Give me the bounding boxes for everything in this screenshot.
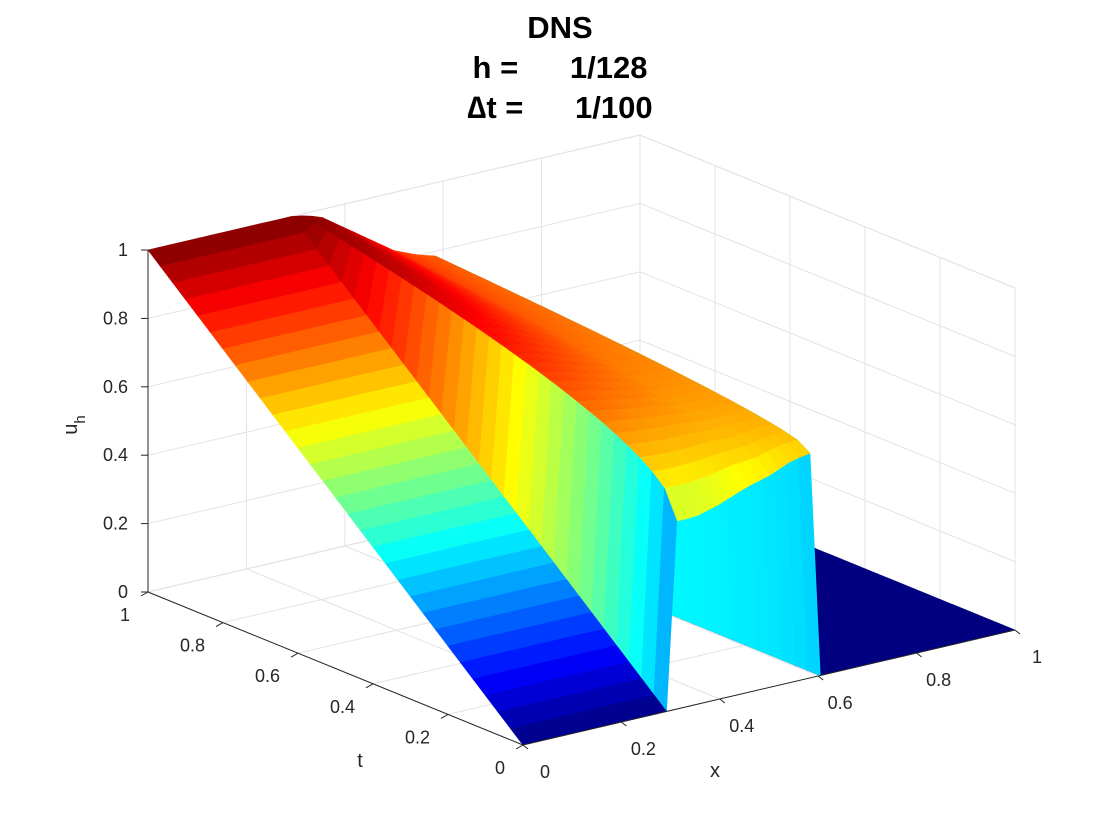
x-tick-mark	[522, 744, 529, 750]
z-tick-label: 0.4	[103, 445, 128, 465]
t-tick-label: 0.8	[180, 636, 205, 656]
x-tick-label: 0.4	[729, 716, 754, 736]
t-tick-label: 1	[120, 605, 130, 625]
x-tick-mark	[916, 652, 922, 658]
t-tick-label: 0.4	[330, 697, 355, 717]
title-line-2: h = 1/128	[472, 50, 648, 85]
t-axis-label: t	[357, 750, 363, 772]
x-tick-label: 0.6	[828, 693, 853, 713]
x-axis-line	[522, 629, 1016, 746]
z-tick-label: 0.6	[103, 377, 128, 397]
title-line-1: DNS	[527, 10, 593, 45]
t-tick-label: 0.6	[255, 666, 280, 686]
t-tick-label: 0	[495, 758, 505, 778]
x-tick-mark	[621, 721, 627, 727]
gridline-z	[147, 134, 1016, 289]
z-axis-label: uh	[60, 415, 89, 434]
t-tick-mark	[515, 744, 524, 750]
x-tick-label: 0	[540, 762, 550, 782]
z-tick-label: 1	[118, 240, 128, 260]
t-axis-line	[147, 591, 524, 746]
x-tick-label: 1	[1032, 647, 1042, 667]
x-tick-label: 0.8	[926, 670, 951, 690]
t-tick-mark	[440, 713, 449, 719]
t-tick-label: 0.2	[405, 727, 430, 747]
t-tick-mark	[290, 652, 299, 658]
z-tick-label: 0.8	[103, 308, 128, 328]
z-tick-label: 0.2	[103, 514, 128, 534]
t-tick-mark	[365, 683, 374, 689]
x-tick-mark	[1014, 629, 1021, 635]
x-tick-mark	[817, 675, 824, 681]
x-tick-mark	[719, 698, 726, 704]
x-tick-label: 0.2	[631, 739, 656, 759]
x-axis-label: x	[710, 760, 720, 782]
z-tick-label: 0	[118, 582, 128, 602]
t-tick-mark	[140, 591, 149, 597]
t-tick-mark	[215, 622, 224, 628]
title-line-3: ∆t = 1/100	[467, 90, 653, 125]
